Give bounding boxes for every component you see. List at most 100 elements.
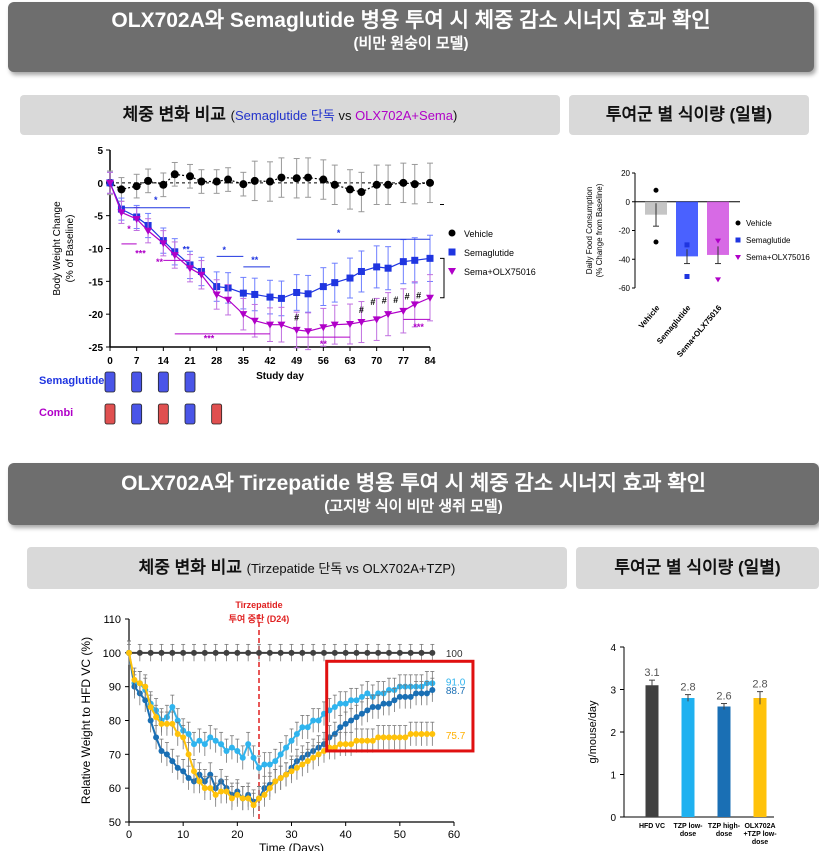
data-point (715, 238, 721, 244)
monkey-weight-chart: 50-5-10-15-20-250 7 14 21 28 35 42 49 56 63 70 77 84… (39, 146, 536, 425)
data-point (144, 227, 153, 235)
data-point (142, 683, 149, 690)
bar (676, 201, 698, 257)
data-point (283, 771, 290, 778)
series-hfd-vc (126, 643, 436, 662)
section2-right-header: 투여군 별 식이량 (일별) (576, 547, 819, 589)
data-point (423, 690, 430, 697)
data-point (169, 649, 176, 656)
data-point (277, 775, 284, 782)
significance-label: * (337, 228, 341, 238)
y-axis-label: Daily Food Consumption (585, 187, 594, 275)
data-point (159, 180, 168, 189)
y-tick-label: 50 (109, 817, 121, 829)
x-tick-label: dose (752, 839, 768, 846)
section1-banner: OLX702A와 Semaglutide 병용 투여 시 체중 감소 시너지 효… (8, 2, 814, 72)
x-tick-label: 21 (184, 356, 196, 367)
data-point (180, 734, 187, 741)
data-point (369, 737, 376, 744)
data-point (218, 741, 225, 748)
y-tick-label: 20 (621, 169, 630, 178)
data-point (402, 693, 409, 700)
legend-label: Sema+OLX75016 (464, 267, 536, 277)
data-point (170, 252, 179, 260)
data-point (239, 289, 247, 297)
data-point (429, 687, 436, 694)
data-point (304, 724, 311, 731)
data-point (342, 720, 349, 727)
data-point (413, 731, 420, 738)
data-point (132, 182, 141, 191)
data-point (191, 741, 197, 748)
data-point (319, 175, 328, 184)
x-tick-label: 60 (448, 829, 460, 841)
x-tick-label: 14 (158, 356, 170, 367)
series-sema-olx75016 (106, 171, 434, 351)
data-point (364, 707, 371, 714)
syringe-icon (104, 403, 116, 425)
value-label: 2.6 (716, 691, 731, 703)
data-point (147, 649, 154, 656)
data-point (207, 785, 214, 792)
data-point (304, 290, 312, 298)
data-point (256, 764, 262, 771)
x-tick-label: TZP low- (673, 823, 703, 830)
bar (717, 706, 731, 817)
data-point (330, 180, 339, 189)
data-point (353, 697, 360, 704)
data-point (380, 734, 387, 741)
legend-marker (735, 220, 741, 226)
y-tick-label: 110 (103, 614, 121, 626)
data-point (288, 768, 295, 775)
data-point (684, 274, 690, 279)
x-axis-label: Time (Days) (259, 841, 324, 851)
data-point (684, 242, 690, 248)
data-point (196, 737, 203, 744)
significance-label: ** (183, 244, 191, 254)
data-point (413, 690, 420, 697)
significance-label: *** (135, 248, 146, 258)
data-point (272, 758, 279, 765)
y-tick-label: -20 (618, 227, 630, 236)
data-point (353, 714, 360, 721)
data-point (207, 734, 214, 741)
data-point (375, 734, 382, 741)
data-point (245, 741, 252, 748)
significance-label: # (359, 305, 364, 315)
data-point (364, 649, 371, 656)
y-axis-label: (% Change from Baseline) (595, 183, 604, 277)
data-point (174, 764, 181, 771)
significance-label: ** (251, 255, 259, 265)
header2-main-text: 체중 변화 비교 (138, 558, 247, 577)
section1-subtitle: (비만 원숭이 모델) (353, 35, 469, 52)
data-point (375, 703, 382, 710)
data-point (288, 649, 295, 656)
data-point (266, 293, 274, 301)
data-point (319, 324, 328, 332)
y-tick-label: -5 (94, 212, 103, 223)
highlight-box (325, 659, 475, 753)
data-point (411, 256, 419, 264)
legend-label: Vehicle (464, 229, 493, 239)
mouse-food-chart: 0 1 2 3 4 g/mouse/day 3.1 HFD VC 2.8 TZP low-dose… (587, 643, 777, 846)
data-point (170, 170, 179, 179)
data-point (293, 764, 300, 771)
data-point (201, 785, 208, 792)
data-point (239, 180, 248, 189)
y-tick-label: -25 (89, 343, 104, 354)
x-tick-label: HFD VC (639, 823, 665, 830)
data-point (331, 649, 338, 656)
data-point (357, 319, 366, 327)
significance-label: *** (204, 334, 215, 344)
data-point (283, 744, 290, 751)
y-tick-label: 60 (109, 783, 121, 795)
syringe-icon (184, 403, 196, 425)
stop-dosing-label: 투여 중단 (D24) (229, 613, 290, 624)
data-point (126, 649, 132, 656)
bar (707, 201, 729, 255)
data-point (212, 737, 219, 744)
significance-label: ** (156, 257, 164, 267)
section1-right-header: 투여군 별 식이량 (일별) (569, 95, 809, 135)
legend-marker (735, 255, 741, 260)
data-point (224, 175, 233, 184)
